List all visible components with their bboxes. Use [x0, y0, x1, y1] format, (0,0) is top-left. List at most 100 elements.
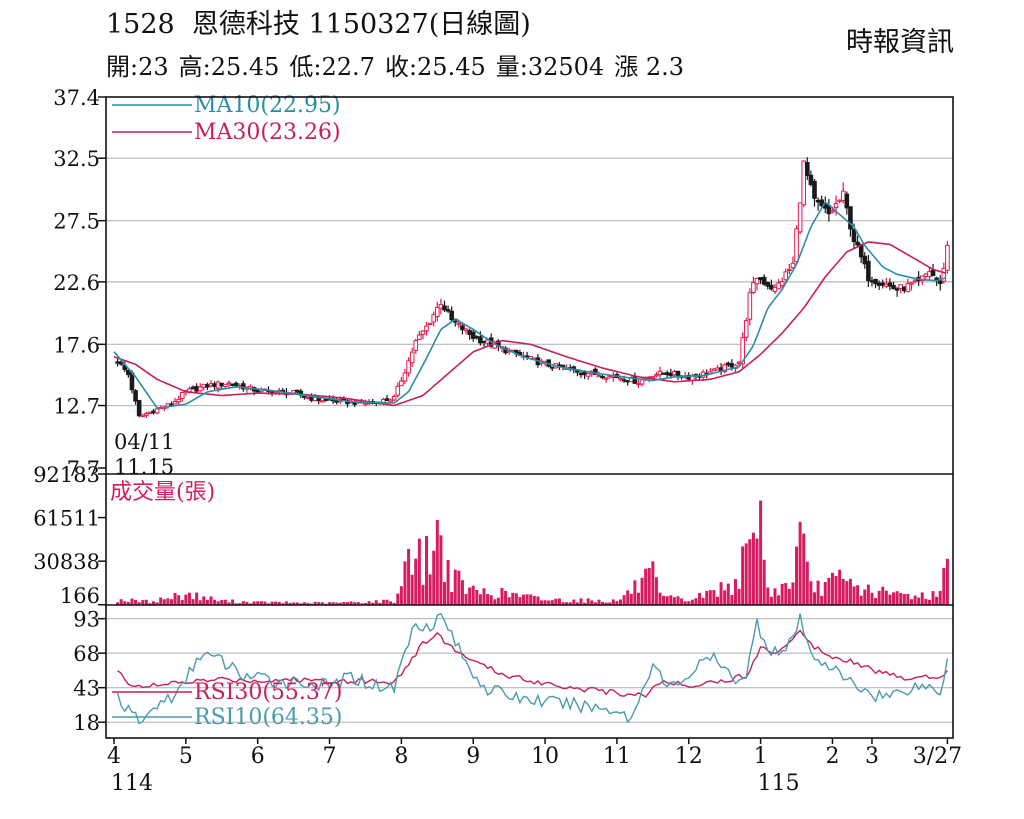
volume-value: 量:32504 — [495, 53, 605, 81]
volume-bar — [669, 595, 673, 605]
volume-bar — [787, 588, 791, 605]
x-tick-label: 11 — [603, 744, 631, 769]
volume-bar — [507, 597, 511, 605]
ma30-line — [113, 241, 947, 407]
volume-bar — [812, 592, 816, 605]
candle-body — [751, 282, 756, 294]
candle-body — [736, 361, 742, 365]
candle-body — [391, 395, 397, 401]
volume-bar — [134, 599, 138, 605]
candle-body — [115, 361, 120, 364]
volume-bar — [870, 592, 874, 605]
volume-bar — [205, 599, 209, 605]
price-tick-label: 37.4 — [53, 86, 100, 110]
volume-bar — [259, 601, 263, 605]
candle-body — [388, 399, 393, 403]
candle-body — [603, 377, 609, 380]
volume-bar — [446, 560, 450, 605]
legend-label: MA30(23.26) — [194, 120, 341, 145]
volume-bar — [223, 599, 227, 605]
volume-bar — [338, 602, 342, 605]
candle-body — [305, 396, 311, 399]
candle-body — [363, 402, 368, 405]
x-tick-label: 1 — [754, 744, 768, 769]
volume-bar — [575, 602, 579, 605]
candle-body — [618, 378, 623, 381]
ma10-line — [113, 200, 947, 409]
candle-body — [765, 282, 771, 287]
volume-bar — [252, 601, 256, 605]
price-tick-label: 27.5 — [53, 210, 100, 234]
volume-bar — [705, 590, 709, 605]
volume-bar — [644, 568, 648, 605]
volume-bar — [608, 602, 612, 605]
volume-bar — [500, 588, 504, 605]
volume-bar — [547, 600, 551, 605]
volume-bar — [453, 569, 457, 605]
volume-bar — [744, 543, 748, 605]
price-tick-label: 17.6 — [53, 333, 100, 357]
candle-body — [316, 397, 322, 402]
volume-bar — [525, 594, 529, 605]
volume-bar — [367, 601, 371, 605]
x-tick-label: 10 — [531, 744, 559, 769]
volume-bar — [619, 599, 623, 605]
volume-bar — [658, 592, 662, 605]
volume-bar — [586, 598, 590, 605]
volume-tick-label: 166 — [60, 584, 100, 608]
volume-bar — [572, 599, 576, 605]
volume-bar — [209, 596, 213, 605]
candle-body — [873, 278, 878, 285]
candle-body — [406, 360, 411, 374]
candle-body — [941, 267, 947, 282]
candle-body — [197, 386, 203, 392]
candle-body — [894, 288, 900, 291]
candle-body — [754, 277, 760, 285]
candle-body — [801, 160, 807, 206]
candle-body — [657, 370, 663, 376]
volume-bar — [478, 594, 482, 605]
volume-bar — [486, 593, 490, 605]
volume-bar — [123, 601, 127, 605]
rsi-line — [117, 629, 948, 698]
candle-body — [833, 203, 839, 209]
volume-bar — [557, 598, 561, 605]
volume-bar — [676, 596, 680, 605]
candle-body — [179, 391, 185, 399]
candle-body — [435, 306, 440, 317]
volume-bar — [892, 592, 896, 605]
volume-bar — [191, 599, 195, 605]
volume-bar — [755, 538, 759, 605]
candle-body — [837, 199, 842, 202]
rsi-tick-label: 43 — [73, 677, 100, 701]
volume-bar — [942, 568, 946, 605]
volume-bar — [751, 532, 755, 605]
volume-bar — [241, 601, 245, 605]
volume-bar — [532, 595, 536, 605]
volume-bar — [895, 591, 899, 605]
candle-body — [147, 411, 153, 414]
volume-bar — [802, 533, 806, 605]
price-tick-label: 22.6 — [53, 271, 100, 295]
volume-bar — [522, 594, 526, 605]
volume-bar — [389, 601, 393, 605]
volume-bar — [579, 598, 583, 605]
candle-body — [442, 305, 447, 311]
volume-bar — [460, 580, 464, 605]
x-tick-label: 7 — [323, 744, 337, 769]
volume-bar — [640, 577, 644, 605]
candle-body — [815, 199, 821, 203]
candle-body — [715, 367, 720, 371]
candle-body — [808, 174, 814, 186]
volume-bar — [432, 550, 436, 605]
year-label: 115 — [758, 771, 800, 796]
volume-bar — [716, 596, 720, 605]
volume-bar — [662, 595, 666, 605]
candle-body — [794, 228, 799, 263]
volume-bar — [945, 558, 949, 605]
candle-body — [668, 372, 674, 377]
volume-bar — [568, 602, 572, 605]
candle-body — [219, 382, 225, 387]
volume-bar — [274, 601, 278, 605]
volume-bar — [769, 596, 773, 605]
